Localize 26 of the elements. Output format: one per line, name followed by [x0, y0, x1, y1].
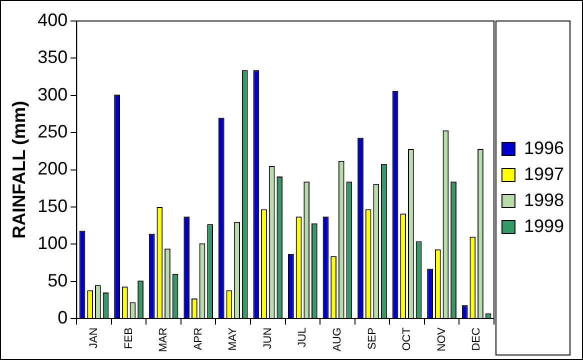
x-tick-label: JUN	[262, 328, 274, 349]
x-tick-label: MAY	[227, 326, 240, 351]
legend-label: 1996	[524, 138, 564, 158]
x-tick-label: FEB	[122, 328, 135, 349]
y-tick-label: 150	[38, 196, 68, 216]
legend-label: 1998	[524, 190, 564, 210]
y-tick-label: 0	[58, 308, 68, 328]
x-tick-label: NOV	[436, 326, 448, 352]
x-tick-label: APR	[192, 328, 204, 350]
x-tick-label: DEC	[470, 328, 483, 351]
y-tick-label: 100	[38, 233, 68, 254]
x-tick-label: JUL	[296, 328, 309, 348]
x-tick-label: SEP	[366, 328, 378, 350]
y-tick-label: 200	[38, 158, 68, 179]
y-tick-label: 250	[38, 122, 68, 142]
legend-label: 1999	[524, 216, 564, 236]
x-tick-label: JAN	[88, 328, 100, 348]
y-tick-label: 400	[38, 10, 68, 30]
y-axis-title: RAINFALL (mm)	[8, 100, 29, 239]
x-tick-label: AUG	[331, 328, 344, 352]
x-tick-label: OCT	[401, 327, 414, 351]
legend-label: 1997	[524, 164, 564, 184]
y-tick-label: 50	[48, 270, 68, 290]
y-tick-label: 350	[38, 47, 68, 68]
x-tick-label: MAR	[158, 328, 170, 352]
y-tick-label: 300	[38, 84, 68, 104]
